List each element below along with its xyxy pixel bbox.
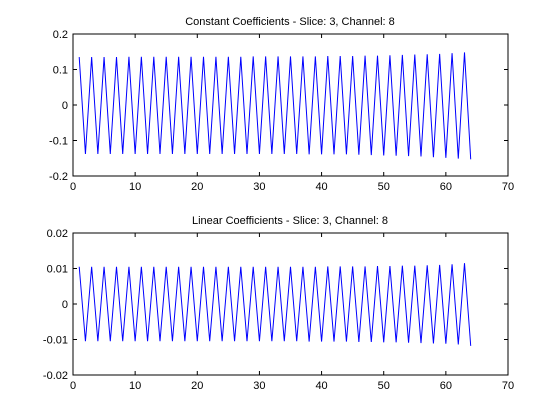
x-tick-label: 70: [502, 181, 514, 193]
y-tick-label: 0.01: [47, 264, 68, 276]
x-tick-label: 0: [70, 380, 76, 392]
data-line: [78, 52, 472, 160]
x-tick-label: 70: [502, 380, 514, 392]
x-tick-label: 10: [129, 181, 141, 193]
y-tick-label: -0.2: [49, 171, 68, 183]
y-tick-label: -0.1: [49, 136, 68, 148]
x-tick-label: 50: [378, 380, 390, 392]
y-tick-label: 0: [62, 100, 68, 112]
plot-title: Linear Coefficients - Slice: 3, Channel:…: [192, 215, 388, 227]
tick-marks: [72, 232, 509, 376]
y-tick-label: -0.02: [43, 370, 68, 382]
x-tick-label: 60: [440, 181, 452, 193]
subplot-linear-coefficients: Linear Coefficients - Slice: 3, Channel:…: [43, 215, 514, 392]
y-tick-label: 0.02: [47, 228, 68, 240]
subplot-constant-coefficients: Constant Coefficients - Slice: 3, Channe…: [49, 16, 514, 193]
data-line: [78, 263, 472, 346]
y-tick-label: 0: [62, 299, 68, 311]
y-tick-label: 0.1: [53, 65, 68, 77]
x-tick-label: 40: [315, 380, 327, 392]
plot-area: [72, 232, 509, 376]
plot-title: Constant Coefficients - Slice: 3, Channe…: [185, 16, 395, 28]
x-tick-label: 60: [440, 380, 452, 392]
y-tick-label: 0.2: [53, 29, 68, 41]
tick-labels: 0 10 20 30 40 50 60 70 -0.2 -0.1 0 0.1 0.2: [49, 29, 514, 193]
x-tick-label: 20: [191, 380, 203, 392]
x-tick-label: 20: [191, 181, 203, 193]
x-tick-label: 0: [70, 181, 76, 193]
x-tick-label: 40: [315, 181, 327, 193]
x-tick-label: 10: [129, 380, 141, 392]
tick-labels: 0 10 20 30 40 50 60 70 -0.02 -0.01 0 0.01 0.02: [43, 228, 514, 392]
y-tick-label: -0.01: [43, 335, 68, 347]
tick-marks: [72, 33, 509, 177]
x-tick-label: 30: [253, 380, 265, 392]
x-tick-label: 30: [253, 181, 265, 193]
x-tick-label: 50: [378, 181, 390, 193]
